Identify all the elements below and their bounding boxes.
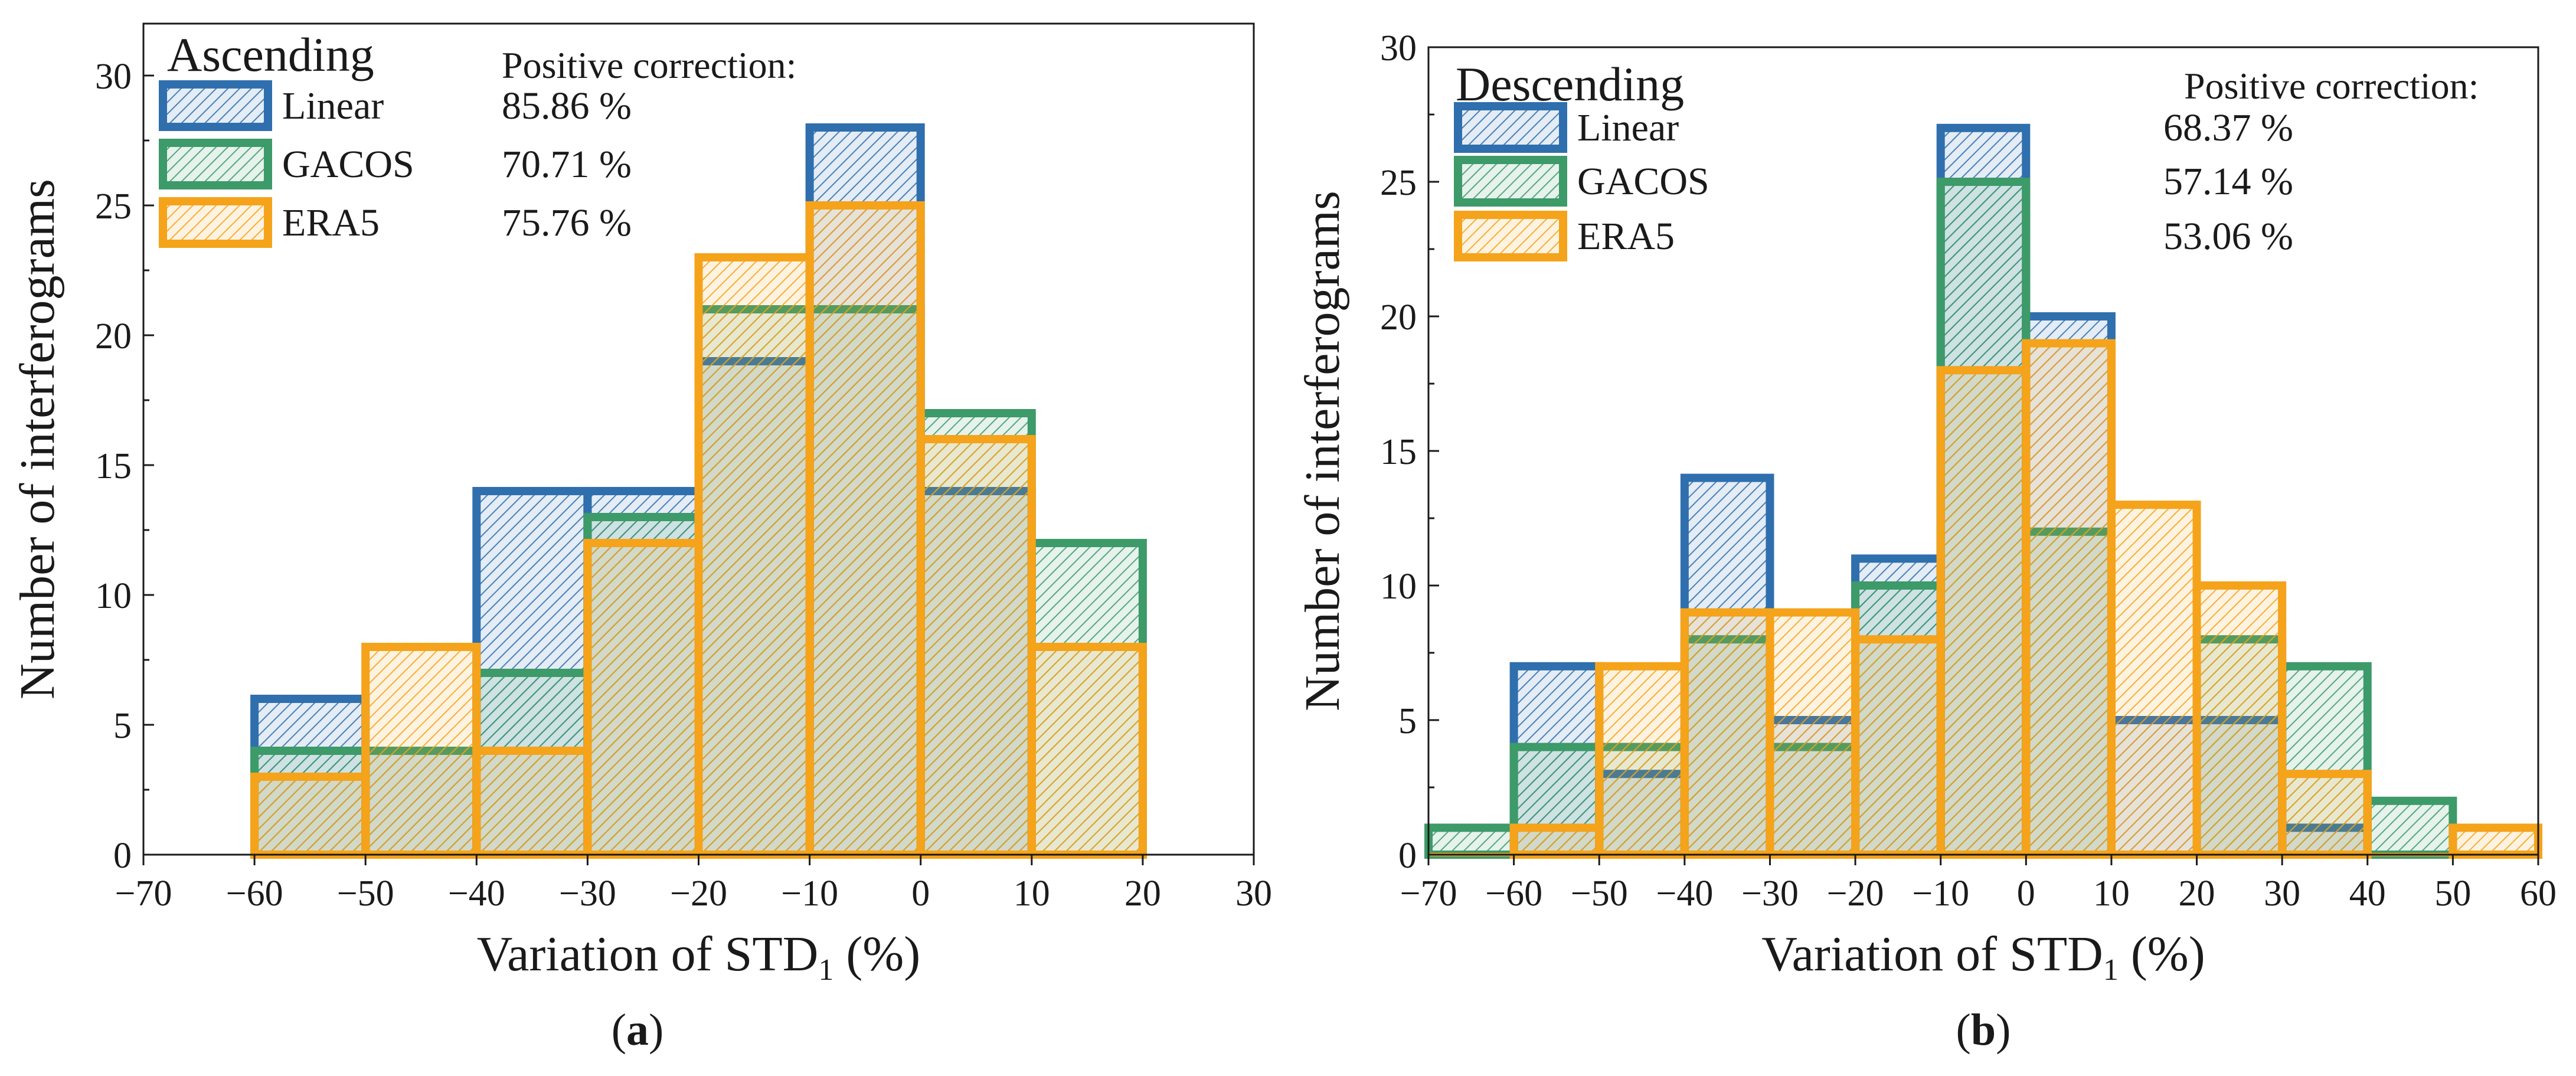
bar-era5-10 — [2278, 770, 2372, 859]
y-axis-label: Number of interferograms — [1295, 191, 1350, 711]
bar-era5-2 — [1595, 662, 1689, 859]
positive-correction-era5: 53.06 % — [2163, 215, 2293, 258]
x-tick-label: 50 — [2434, 874, 2471, 914]
x-tick-label: −70 — [115, 874, 172, 914]
positive-correction-gacos: 57.14 % — [2163, 160, 2293, 203]
positive-correction-era5: 75.76 % — [502, 201, 632, 244]
bar-era5-0 — [250, 773, 370, 859]
x-tick-label: −10 — [781, 874, 838, 914]
x-tick-label: −20 — [1827, 874, 1884, 914]
bar-era5-4 — [1766, 608, 1860, 859]
legend-label-era5: ERA5 — [1577, 215, 1675, 258]
bar-era5-12 — [2448, 823, 2543, 859]
bar-era5-1 — [1509, 823, 1604, 859]
panel-descending: −70 −60 −50 −40 −30 −20 −10 0 10 20 30 40 50 60 0 5 10 15… — [1295, 28, 2557, 1055]
y-tick-label: 25 — [95, 187, 132, 227]
x-tick-label: 60 — [2520, 874, 2557, 914]
y-tick-label: 10 — [95, 576, 132, 616]
x-axis-label: Variation of STD1 (%) — [1761, 927, 2205, 987]
y-tick-label: 10 — [1380, 567, 1417, 607]
annotation-title: Positive correction: — [502, 44, 796, 86]
bar-era5-3 — [1680, 608, 1774, 859]
bar-gacos-0 — [1424, 823, 1518, 859]
bar-era5-5 — [1851, 635, 1945, 859]
annotation-title: Positive correction: — [2184, 65, 2479, 107]
bars — [250, 123, 1147, 859]
y-tick-label: 5 — [113, 706, 132, 746]
x-tick-label: −40 — [448, 874, 505, 914]
legend-swatch-linear — [1454, 102, 1567, 153]
panel-title: Ascending — [167, 28, 374, 81]
x-axis-label: Variation of STD1 (%) — [477, 927, 921, 987]
positive-correction-linear: 85.86 % — [502, 84, 632, 127]
bar-era5-6 — [916, 435, 1036, 859]
x-tick-label: 0 — [911, 874, 930, 914]
bars — [1424, 123, 2543, 859]
bar-era5-2 — [472, 747, 592, 859]
legend-swatch-gacos — [159, 139, 272, 189]
x-tick-label: −60 — [226, 874, 283, 914]
legend-label-gacos: GACOS — [1577, 160, 1709, 203]
bar-era5-6 — [1936, 366, 2031, 859]
bar-era5-4 — [694, 253, 814, 859]
panel-label: (a) — [612, 1005, 664, 1055]
y-tick-label: 20 — [1380, 297, 1417, 338]
x-tick-label: 30 — [2264, 874, 2300, 914]
x-tick-label: 40 — [2349, 874, 2386, 914]
legend-swatch-era5 — [159, 197, 272, 248]
y-tick-label: 15 — [95, 446, 132, 486]
legend-swatch-linear — [159, 80, 272, 131]
y-axis-label: Number of interferograms — [10, 179, 65, 699]
panel-ascending: −70 −60 −50 −40 −30 −20 −10 0 10 20 30 0 5 10 15 20 25 30… — [10, 22, 1272, 1055]
bar-era5-8 — [2107, 501, 2201, 859]
legend-swatch-gacos — [1454, 156, 1567, 207]
bar-era5-7 — [2022, 339, 2116, 859]
y-tick-label: 30 — [95, 57, 132, 97]
x-tick-label: 0 — [2017, 874, 2035, 914]
x-tick-label: 20 — [1124, 874, 1161, 914]
legend-label-linear: Linear — [282, 84, 384, 127]
x-tick-label: −10 — [1912, 874, 1969, 914]
y-tick-label: 0 — [113, 836, 132, 876]
y-tick-label: 20 — [95, 316, 132, 357]
positive-correction-gacos: 70.71 % — [502, 143, 632, 186]
bar-era5-1 — [361, 643, 481, 859]
legend-swatch-era5 — [1454, 211, 1567, 261]
legend-label-gacos: GACOS — [282, 143, 414, 186]
x-tick-label: −30 — [559, 874, 616, 914]
x-tick-label: −30 — [1741, 874, 1799, 914]
x-tick-label: −20 — [670, 874, 727, 914]
panel-title: Descending — [1456, 57, 1684, 111]
x-tick-label: −60 — [1485, 874, 1542, 914]
positive-correction-linear: 68.37 % — [2163, 106, 2293, 149]
bar-gacos-11 — [2363, 796, 2457, 859]
y-tick-label: 25 — [1380, 163, 1417, 203]
legend-label-linear: Linear — [1577, 106, 1679, 149]
y-tick-label: 5 — [1398, 701, 1417, 741]
x-tick-label: −40 — [1656, 874, 1713, 914]
y-tick-label: 0 — [1398, 836, 1417, 876]
bar-era5-3 — [583, 539, 703, 859]
panel-label: (b) — [1956, 1005, 2011, 1055]
x-tick-label: 10 — [1014, 874, 1050, 914]
x-tick-label: −50 — [337, 874, 394, 914]
legend-label-era5: ERA5 — [282, 201, 380, 244]
x-tick-label: 20 — [2179, 874, 2215, 914]
x-tick-label: 10 — [2093, 874, 2130, 914]
bar-era5-7 — [1027, 643, 1147, 859]
y-tick-label: 15 — [1380, 432, 1417, 472]
x-tick-label: −50 — [1571, 874, 1628, 914]
bar-era5-9 — [2192, 581, 2287, 859]
x-tick-label: −70 — [1400, 874, 1457, 914]
y-tick-label: 30 — [1380, 28, 1417, 68]
bar-era5-5 — [805, 201, 925, 859]
x-tick-label: 30 — [1235, 874, 1272, 914]
